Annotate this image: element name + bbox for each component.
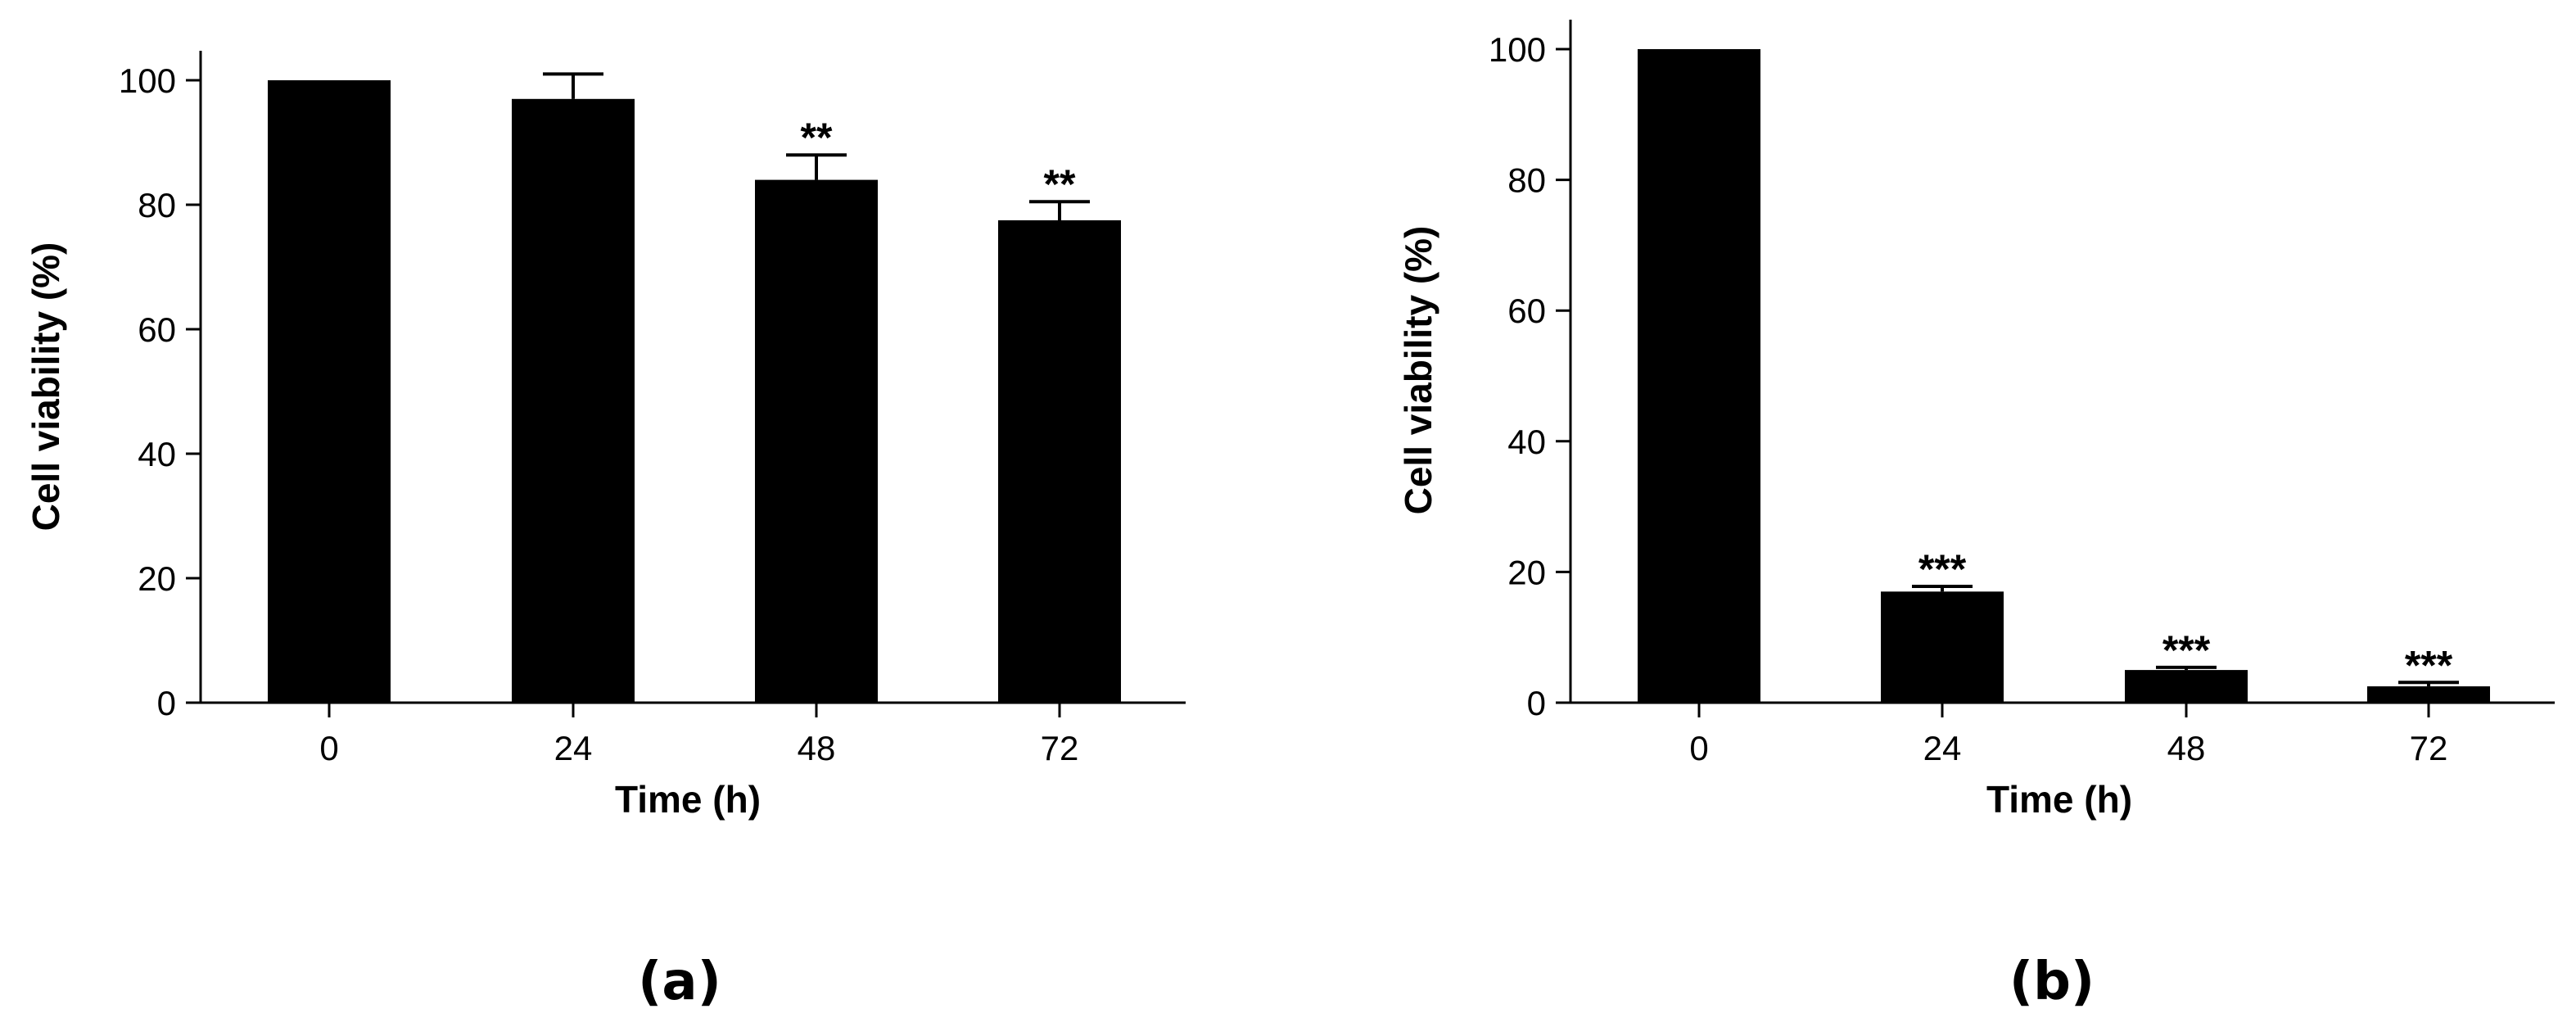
y-tick-label: 80 bbox=[1507, 161, 1546, 200]
bar bbox=[268, 80, 391, 703]
x-tick-label: 48 bbox=[2167, 729, 2206, 767]
y-tick-label: 20 bbox=[138, 559, 176, 598]
y-tick-label: 0 bbox=[157, 684, 176, 722]
panel-a-significance-marks: ** ** bbox=[801, 115, 1076, 207]
panel-a-y-ticks: 0 20 40 60 80 100 bbox=[119, 61, 201, 722]
x-tick-label: 72 bbox=[2410, 729, 2448, 767]
panel-b-x-axis-title: Time (h) bbox=[1986, 778, 2132, 821]
panel-b-x-ticks: 0 24 48 72 bbox=[1689, 703, 2447, 767]
bar bbox=[2125, 670, 2248, 703]
bar bbox=[512, 98, 635, 703]
x-tick-label: 24 bbox=[554, 729, 593, 767]
bar bbox=[755, 179, 878, 703]
significance-mark: ** bbox=[1044, 161, 1076, 207]
y-tick-label: 100 bbox=[119, 61, 176, 100]
panel-a-label: (a) bbox=[638, 952, 721, 1012]
y-tick-label: 40 bbox=[138, 435, 176, 473]
x-tick-label: 48 bbox=[798, 729, 836, 767]
x-tick-label: 24 bbox=[1923, 729, 1962, 767]
bar bbox=[998, 220, 1121, 703]
bar bbox=[1881, 591, 2004, 703]
y-tick-label: 100 bbox=[1489, 30, 1546, 69]
y-tick-label: 20 bbox=[1507, 553, 1546, 591]
significance-mark: *** bbox=[2162, 627, 2211, 673]
x-tick-label: 72 bbox=[1041, 729, 1079, 767]
panel-a-bars bbox=[268, 80, 1121, 703]
panel-b-y-axis-title: Cell viability (%) bbox=[1397, 226, 1439, 515]
y-tick-label: 0 bbox=[1527, 684, 1546, 722]
panel-a-x-axis-title: Time (h) bbox=[615, 778, 761, 821]
panel-b-bars bbox=[1638, 49, 2490, 703]
panel-b-significance-marks: *** *** *** bbox=[1918, 546, 2453, 688]
y-tick-label: 60 bbox=[1507, 292, 1546, 330]
panel-b-error-bars bbox=[1912, 584, 2459, 687]
bar bbox=[2367, 686, 2490, 703]
panel-a-x-ticks: 0 24 48 72 bbox=[319, 703, 1078, 767]
significance-mark: *** bbox=[2405, 642, 2453, 688]
bar bbox=[1638, 49, 1760, 703]
panel-a: ** ** 0 20 40 60 80 100 0 24 48 72 Time (h) Cell … bbox=[25, 51, 1186, 1012]
x-tick-label: 0 bbox=[319, 729, 338, 767]
panel-b-label: (b) bbox=[2009, 952, 2095, 1012]
panel-a-y-axis-title: Cell viability (%) bbox=[25, 242, 67, 532]
x-tick-label: 0 bbox=[1689, 729, 1708, 767]
significance-mark: *** bbox=[1918, 546, 1967, 592]
panel-a-error-bars bbox=[543, 72, 1090, 220]
y-tick-label: 60 bbox=[138, 310, 176, 349]
panel-b-y-ticks: 0 20 40 60 80 100 bbox=[1489, 30, 1570, 722]
y-tick-label: 80 bbox=[138, 186, 176, 224]
significance-mark: ** bbox=[801, 115, 833, 161]
y-tick-label: 40 bbox=[1507, 423, 1546, 461]
